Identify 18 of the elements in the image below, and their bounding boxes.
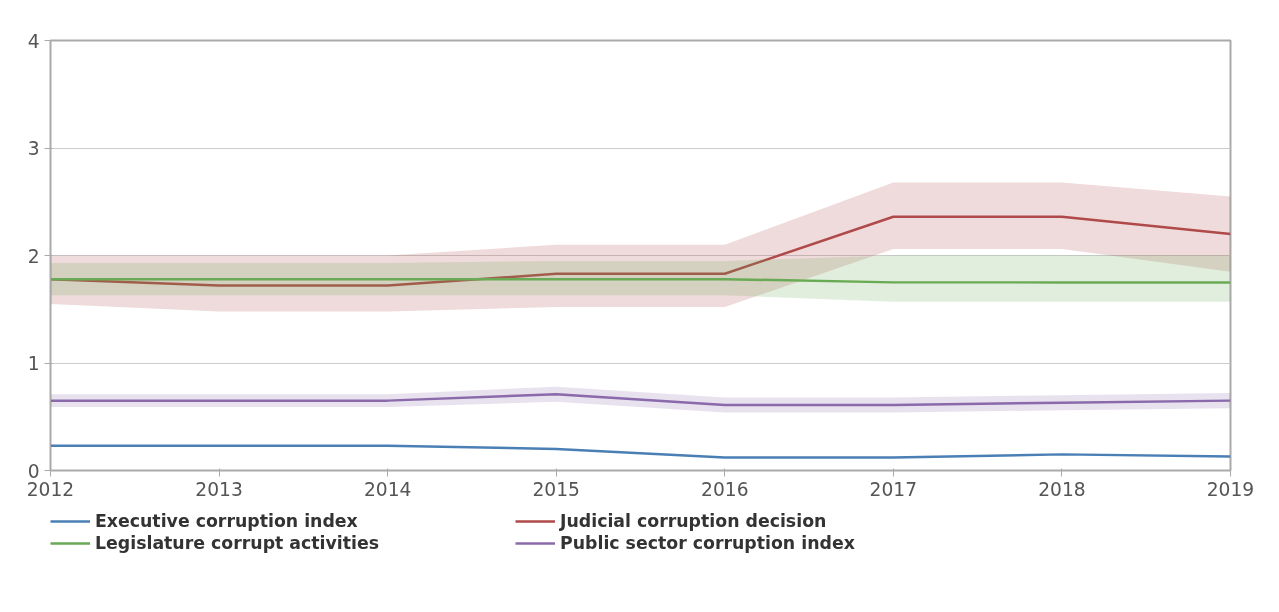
line-series [50, 215, 1231, 287]
x-tick-label: 2014 [363, 478, 412, 500]
legend-label: Judicial corruption decision [560, 510, 828, 532]
x-tick-label: 2013 [195, 478, 243, 500]
x-tick-label: 2018 [1038, 478, 1086, 500]
legend-label: Public sector corruption index [560, 532, 856, 554]
line-series [50, 444, 1231, 459]
y-tick-label: 4 [27, 30, 40, 52]
x-tick-label: 2015 [532, 478, 580, 500]
legend-label: Legislature corrupt activities [95, 532, 381, 554]
y-tick-label: 1 [27, 353, 40, 374]
line-series [50, 392, 1231, 407]
y-tick-label: 2 [27, 245, 40, 267]
legend-label: Executive corruption index [95, 510, 359, 532]
x-tick-label: 2016 [701, 478, 749, 500]
y-tick-label: 3 [27, 138, 40, 159]
x-tick-label: 2017 [869, 478, 918, 500]
x-tick-label: 2019 [1206, 478, 1255, 500]
